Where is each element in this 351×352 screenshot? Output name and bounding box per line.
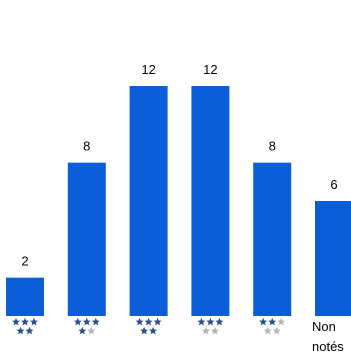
star-icon [30, 317, 38, 326]
star-icon [82, 317, 91, 326]
star-icon [201, 326, 210, 335]
bars-group [6, 86, 351, 316]
category-label-3 [197, 317, 224, 335]
star-icon [263, 326, 272, 335]
star-icon [268, 317, 277, 326]
star-icon [215, 317, 224, 326]
star-icon [21, 317, 29, 326]
bar-4 [253, 162, 292, 316]
star-icon [78, 326, 87, 335]
star-icon [197, 317, 206, 326]
star-icon [135, 317, 144, 326]
star-icon [140, 326, 149, 335]
data-label-4: 8 [269, 139, 276, 154]
star-icon [153, 317, 162, 326]
bar-3 [191, 86, 230, 316]
star-icon [73, 317, 82, 326]
category-label-0 [12, 317, 38, 335]
star-icon [144, 317, 153, 326]
star-icon [277, 317, 286, 326]
data-label-5: 6 [330, 177, 337, 192]
star-icon [87, 326, 96, 335]
bar-1 [67, 162, 106, 316]
bar-2 [129, 86, 168, 316]
data-label-3: 12 [203, 62, 217, 77]
category-labels-group: Non notés [12, 317, 344, 352]
star-icon [25, 326, 34, 335]
bar-5 [315, 201, 351, 316]
star-icon [91, 317, 100, 326]
category-label-5: Non notés [312, 319, 344, 352]
category-label-1 [73, 317, 100, 335]
star-icon [272, 326, 281, 335]
star-icon [259, 317, 268, 326]
data-label-0: 2 [21, 254, 28, 269]
star-icon [16, 326, 25, 335]
bar-0 [6, 277, 44, 316]
star-icon [149, 326, 158, 335]
star-icon [12, 317, 20, 326]
data-labels-group: 2 8 12 12 8 6 [21, 62, 337, 269]
data-label-1: 8 [83, 139, 90, 154]
star-icon [210, 326, 219, 335]
category-label-4 [259, 317, 286, 335]
category-label-2 [135, 317, 162, 335]
star-icon [206, 317, 215, 326]
data-label-2: 12 [141, 62, 155, 77]
